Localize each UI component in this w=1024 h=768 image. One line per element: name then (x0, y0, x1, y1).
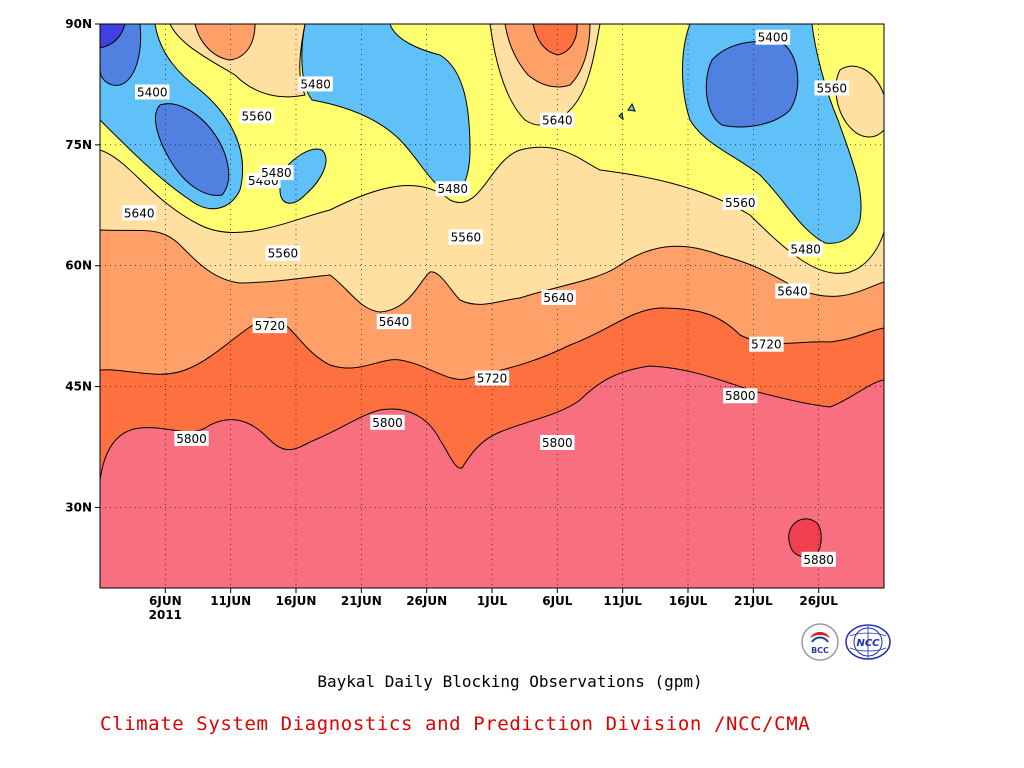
contour-label-bg (540, 434, 575, 450)
contour-label: 5800 (176, 432, 207, 446)
band-5400-right (705, 40, 799, 128)
contour-label: 5640 (379, 315, 410, 329)
y-tick-label: 75N (65, 138, 92, 152)
x-tick-label: 26JUL (799, 594, 838, 608)
contour-label: 5640 (543, 291, 574, 305)
contour-label-bg (135, 84, 170, 100)
contour-label-bg (540, 112, 575, 128)
contour-label-bg (474, 370, 510, 386)
band-5800-top (532, 24, 578, 56)
contour-label: 5720 (255, 319, 286, 333)
contour-label-bg (775, 283, 810, 299)
contour-label-bg (541, 289, 576, 305)
x-tick-label: 11JUN (210, 594, 251, 608)
contour-label: 5800 (725, 389, 756, 403)
contour-label-bg (723, 194, 758, 210)
contour-label-bg (239, 108, 274, 124)
contour-label-bg (370, 414, 405, 430)
contour-label: 5560 (451, 231, 482, 245)
band-5720-top1 (194, 24, 256, 61)
contour-label: 5720 (477, 372, 508, 386)
contour-label: 5640 (124, 206, 155, 220)
credit-line: Climate System Diagnostics and Predictio… (100, 713, 811, 735)
contour-label: 5560 (242, 110, 273, 124)
contour-label-bg (174, 430, 209, 446)
y-tick-label: 60N (65, 259, 92, 273)
contour-label: 5560 (816, 81, 847, 95)
contour-label: 5560 (268, 247, 299, 261)
contour-label: 5800 (372, 416, 403, 430)
x-tick-label: 26JUN (406, 594, 447, 608)
band-5480-blob1 (279, 148, 327, 204)
contour-label-bg (814, 80, 849, 96)
contour-label-bg (265, 245, 301, 261)
x-tick-label: 16JUN (276, 594, 317, 608)
x-year-label: 2011 (149, 608, 182, 622)
bcc-logo: BCC (801, 623, 839, 661)
contour-label-bg (749, 336, 784, 352)
contour-label: 5880 (803, 553, 834, 567)
x-tick-label: 21JUL (734, 594, 773, 608)
contour-label-bg (259, 165, 294, 181)
x-tick-label: 1JUL (477, 594, 508, 608)
gridlines (100, 24, 884, 588)
band-5400-mid (155, 103, 230, 196)
contour-label-bg (755, 29, 791, 45)
contour-label: 5560 (725, 196, 756, 210)
contour-label: 5400 (758, 31, 789, 45)
x-tick-label: 21JUN (341, 594, 382, 608)
contour-label-bg (122, 205, 157, 221)
contour-label-bg (801, 551, 836, 567)
contour-label-bg (435, 181, 470, 197)
contour-label-bg (252, 318, 288, 334)
ncc-logo: NCC (845, 624, 891, 660)
ncc-logo-text: NCC (856, 638, 880, 649)
contour-label: 5720 (751, 338, 782, 352)
contour-label-bg (298, 76, 333, 92)
speck-1 (627, 102, 636, 112)
y-tick-label: 90N (65, 17, 92, 31)
contour-label: 5640 (542, 114, 573, 128)
contour-label: 5800 (542, 436, 573, 450)
contour-label: 5640 (777, 284, 808, 298)
band-gt5880 (788, 518, 822, 558)
bcc-logo-text: BCC (811, 646, 829, 655)
speck-2 (618, 111, 624, 121)
x-tick-label: 6JUL (542, 594, 573, 608)
y-tick-label: 30N (65, 500, 92, 514)
y-tick-label: 45N (65, 380, 92, 394)
contour-label: 5400 (137, 85, 168, 99)
contour-label: 5480 (790, 243, 821, 257)
contour-fill-layer (100, 24, 884, 588)
contour-label-bg (723, 388, 758, 404)
x-tick-label: 11JUL (603, 594, 642, 608)
x-tick-label: 6JUN (149, 594, 182, 608)
contour-label-bg (448, 229, 484, 245)
chart-title: Baykal Daily Blocking Observations (gpm) (317, 672, 703, 691)
contour-labels: 5400 5560 5480 5480 5480 5640 5560 5720 5640 5480… (122, 29, 849, 567)
contour-label-bg (376, 314, 412, 330)
x-tick-label: 16JUL (669, 594, 708, 608)
contour-label: 5480 (300, 77, 331, 91)
contour-label-bg (788, 241, 823, 257)
contour-label: 5480 (438, 182, 469, 196)
contour-label: 5480 (261, 166, 292, 180)
